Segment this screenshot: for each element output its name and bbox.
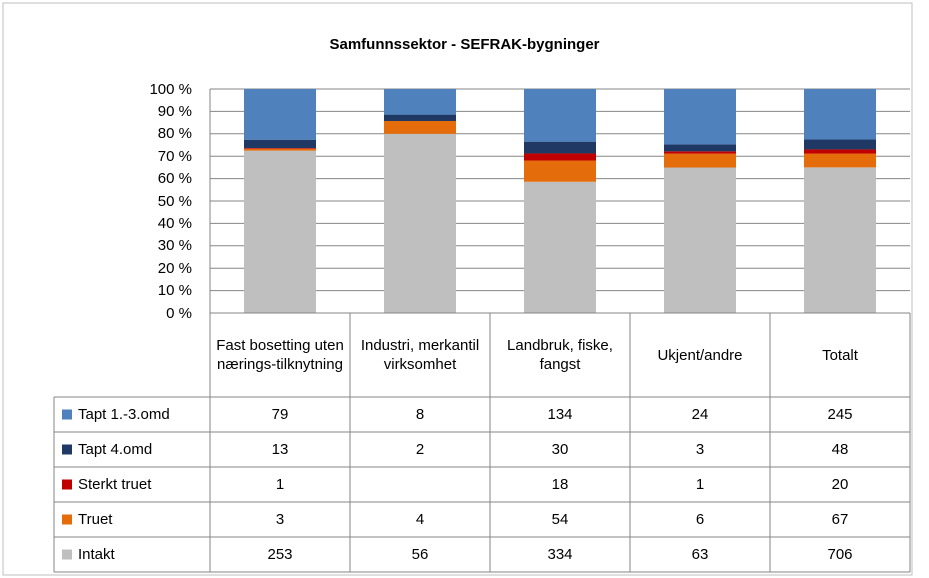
bar-segment — [244, 89, 316, 140]
bar-segment — [524, 153, 596, 161]
bar-segment — [664, 151, 736, 154]
table-value: 48 — [831, 441, 849, 458]
table-value: 54 — [551, 511, 569, 528]
legend-label: Tapt 4.omd — [78, 441, 153, 458]
table-value: 18 — [551, 476, 569, 493]
table-value: 63 — [691, 546, 709, 563]
table-value: 3 — [275, 511, 285, 528]
table-value: 6 — [695, 511, 705, 528]
bar-segment — [244, 150, 316, 313]
table-value: 1 — [275, 476, 285, 493]
bar-segment — [524, 141, 596, 154]
y-tick-label: 70 % — [157, 147, 192, 165]
bar-segment — [804, 167, 876, 313]
bar-segment — [664, 167, 736, 313]
legend-swatch — [62, 409, 72, 420]
bar-segment — [804, 153, 876, 168]
y-tick-label: 10 % — [157, 282, 192, 300]
bar-segment — [384, 121, 456, 134]
y-tick-label: 50 % — [157, 192, 192, 210]
x-tick-label: Fast bosetting uten nærings-tilknytning — [216, 337, 344, 373]
x-tick-label: Landbruk, fiske, fangst — [507, 337, 613, 373]
table-value: 706 — [827, 546, 853, 563]
table-value: 4 — [415, 511, 425, 528]
bar-segment — [804, 139, 876, 150]
y-tick-label: 0 % — [166, 304, 192, 322]
y-tick-label: 20 % — [157, 259, 192, 277]
x-tick-label: Ukjent/andre — [657, 346, 743, 364]
bar-segment — [524, 89, 596, 142]
y-tick-label: 80 % — [157, 125, 192, 143]
legend-swatch — [62, 549, 72, 560]
bar-segment — [804, 149, 876, 154]
bar-segment — [384, 89, 456, 115]
table-value: 20 — [831, 476, 849, 493]
y-tick-label: 90 % — [157, 102, 192, 120]
table-value: 30 — [551, 441, 569, 458]
legend-swatch — [62, 444, 72, 455]
legend-swatch — [62, 514, 72, 525]
bar-segment — [524, 181, 596, 313]
chart-title: Samfunnssektor - SEFRAK-bygninger — [329, 35, 600, 53]
bar-segment — [664, 153, 736, 168]
legend-label: Truet — [78, 511, 113, 528]
bar-segment — [524, 160, 596, 182]
table-value: 79 — [271, 406, 289, 423]
table-value: 3 — [695, 441, 705, 458]
table-value: 253 — [267, 546, 293, 563]
table-value: 67 — [831, 511, 849, 528]
table-value: 134 — [547, 406, 573, 423]
legend-label: Tapt 1.-3.omd — [78, 406, 170, 423]
chart-border — [2, 2, 913, 576]
legend-swatch — [62, 479, 72, 490]
table-value: 8 — [415, 406, 425, 423]
table-value: 1 — [695, 476, 705, 493]
bar-segment — [664, 89, 736, 145]
table-value: 13 — [271, 441, 289, 458]
bar-segment — [244, 139, 316, 149]
x-tick-label: Industri, merkantil virksomhet — [360, 337, 480, 373]
bar-segment — [384, 133, 456, 313]
bar-segment — [804, 89, 876, 140]
x-tick-label: Totalt — [822, 346, 858, 364]
legend-label: Sterkt truet — [78, 476, 152, 493]
table-value: 2 — [415, 441, 425, 458]
y-tick-label: 30 % — [157, 237, 192, 255]
legend-label: Intakt — [78, 546, 115, 563]
bar-segment — [244, 148, 316, 151]
table-value: 334 — [547, 546, 573, 563]
table-value: 56 — [411, 546, 429, 563]
table-value: 24 — [691, 406, 709, 423]
y-tick-label: 100 % — [149, 80, 192, 98]
bar-segment — [384, 114, 456, 121]
y-tick-label: 60 % — [157, 170, 192, 188]
table-value: 245 — [827, 406, 853, 423]
bar-segment — [244, 148, 316, 149]
bar-segment — [664, 144, 736, 152]
y-tick-label: 40 % — [157, 214, 192, 232]
